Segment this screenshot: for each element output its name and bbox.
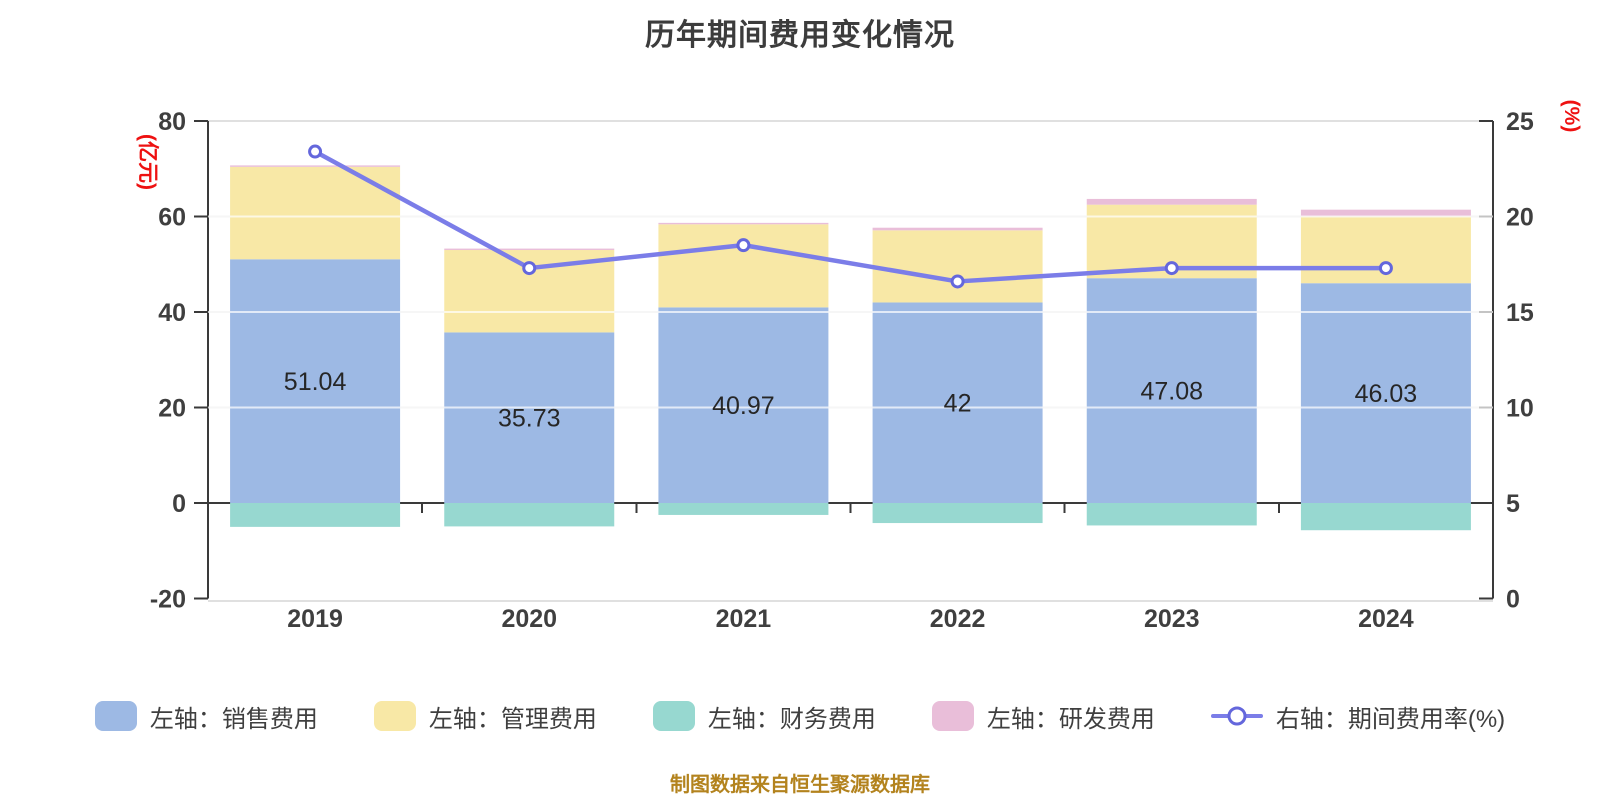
legend-label: 右轴：期间费用率(%) (1275, 705, 1506, 733)
legend-item-sales[interactable]: 左轴：销售费用 (94, 699, 318, 734)
x-axis-label-2019: 2019 (287, 605, 343, 633)
bar-value-label: 35.73 (498, 405, 561, 433)
legend-swatch-rnd (931, 701, 974, 731)
legend-item-rate_line[interactable]: 右轴：期间费用率(%) (1210, 699, 1506, 734)
bar-value-label: 40.97 (712, 392, 775, 420)
legend: 左轴：销售费用 左轴：管理费用 左轴：财务费用 左轴：研发费用 右轴：期间费用率(%) (0, 698, 1600, 734)
legend-label: 左轴：研发费用 (986, 705, 1155, 733)
bar-value-label: 42 (944, 390, 972, 418)
legend-item-rnd[interactable]: 左轴：研发费用 (931, 699, 1155, 734)
bar-segment-sales-2022[interactable] (872, 302, 1043, 503)
rate-marker-2022[interactable] (950, 274, 965, 289)
x-axis-label-2022: 2022 (930, 605, 986, 633)
bar-segment-admin-2019[interactable] (230, 166, 401, 260)
left-axis-unit-label: (亿元) (136, 134, 159, 190)
left-tick-label: 80 (158, 108, 186, 136)
bar-segment-finance-2024[interactable] (1300, 503, 1471, 531)
bar-segment-rnd-2022[interactable] (872, 227, 1043, 231)
bar-value-label: 46.03 (1355, 380, 1418, 408)
legend-line-marker-icon (1210, 706, 1263, 726)
legend-item-admin[interactable]: 左轴：管理费用 (373, 699, 597, 734)
rate-line (312, 149, 1389, 284)
bar-segment-sales-2019[interactable] (230, 259, 401, 503)
left-tick-label: -20 (150, 586, 186, 614)
legend-label: 左轴：财务费用 (707, 705, 876, 733)
legend-label: 左轴：销售费用 (149, 705, 318, 733)
legend-swatch-finance (652, 701, 695, 731)
right-tick-label: 5 (1506, 490, 1520, 518)
left-tick-label: 60 (158, 204, 186, 232)
legend-swatch-sales (94, 701, 137, 731)
bar-segment-finance-2023[interactable] (1086, 503, 1257, 526)
bar-segment-sales-2024[interactable] (1300, 283, 1471, 503)
legend-label: 左轴：管理费用 (428, 705, 597, 733)
right-tick-label: 15 (1506, 299, 1534, 327)
left-tick-label: 0 (172, 490, 186, 518)
bar-segment-admin-2022[interactable] (872, 230, 1043, 303)
bar-segment-rnd-2021[interactable] (658, 222, 829, 225)
bar-segment-finance-2019[interactable] (230, 503, 401, 527)
bar-segment-rnd-2023[interactable] (1086, 198, 1257, 205)
bar-segment-admin-2021[interactable] (658, 224, 829, 308)
x-axis-label-2023: 2023 (1144, 605, 1200, 633)
x-axis-label-2024: 2024 (1358, 605, 1414, 633)
bar-segment-rnd-2020[interactable] (444, 248, 615, 251)
right-tick-label: 0 (1506, 586, 1520, 614)
right-tick-label: 20 (1506, 204, 1534, 232)
right-tick-label: 10 (1506, 395, 1534, 423)
left-tick-label: 20 (158, 395, 186, 423)
bar-value-label: 51.04 (284, 368, 347, 396)
rate-marker-2021[interactable] (736, 238, 751, 253)
x-axis-label-2020: 2020 (501, 605, 557, 633)
data-source-note: 制图数据来自恒生聚源数据库 (670, 774, 930, 796)
bar-segment-sales-2021[interactable] (658, 307, 829, 503)
bar-segment-finance-2020[interactable] (444, 503, 615, 527)
bar-segment-finance-2021[interactable] (658, 503, 829, 515)
legend-swatch-admin (373, 701, 416, 731)
bar-value-label: 47.08 (1140, 378, 1203, 406)
bar-segment-rnd-2024[interactable] (1300, 209, 1471, 217)
legend-item-finance[interactable]: 左轴：财务费用 (652, 699, 876, 734)
bar-segment-rnd-2019[interactable] (230, 165, 401, 167)
rate-marker-2019[interactable] (308, 144, 323, 159)
bar-segment-finance-2022[interactable] (872, 503, 1043, 524)
rate-marker-2023[interactable] (1164, 261, 1179, 276)
chart-title: 历年期间费用变化情况 (645, 19, 955, 52)
bar-segment-sales-2023[interactable] (1086, 278, 1257, 503)
right-axis-unit-label: (%) (1560, 99, 1583, 133)
right-tick-label: 25 (1506, 108, 1534, 136)
bar-segment-sales-2020[interactable] (444, 332, 615, 503)
rate-marker-2020[interactable] (522, 261, 537, 276)
x-axis-label-2021: 2021 (716, 605, 772, 633)
rate-marker-2024[interactable] (1378, 261, 1393, 276)
left-tick-label: 40 (158, 299, 186, 327)
